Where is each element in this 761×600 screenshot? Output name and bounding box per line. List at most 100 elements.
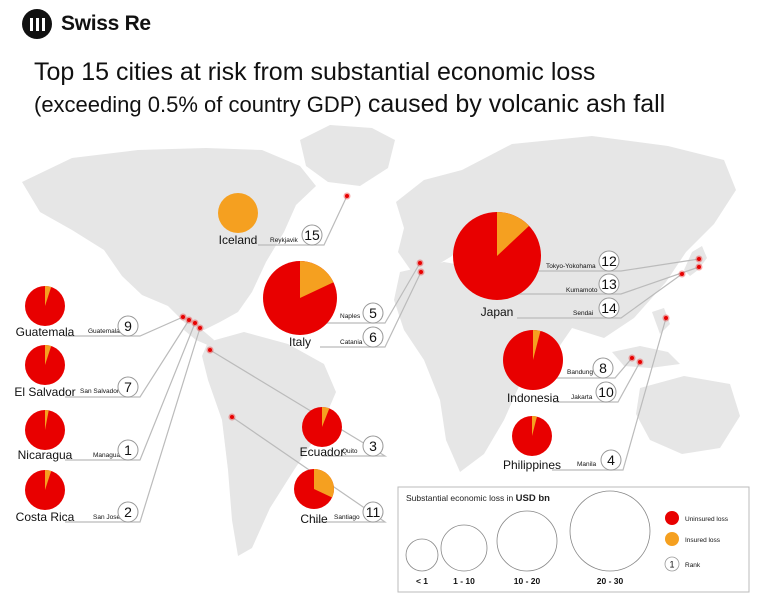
- jakarta-marker: [638, 360, 642, 364]
- jakarta-rank-badge: 10: [595, 381, 617, 403]
- chile-country-label: Chile: [300, 512, 328, 526]
- sendai-rank-badge-text: 14: [601, 300, 617, 316]
- legend-size-scale: < 1 1 - 10 10 - 20 20 - 30: [405, 490, 651, 586]
- jakarta-rank-badge-text: 10: [598, 384, 614, 400]
- naples-rank-badge-text: 5: [369, 305, 377, 321]
- san-jose-marker: [198, 326, 202, 330]
- kumamoto-rank-badge-text: 13: [601, 276, 617, 292]
- ecuador-pie: [302, 407, 342, 447]
- legend-size-label-3: 10 - 20: [514, 576, 541, 586]
- legend-insured-loss-swatch: [665, 532, 679, 546]
- kumamoto-rank-badge: 13: [598, 273, 620, 295]
- san-salvador-rank-badge-text: 7: [124, 379, 132, 395]
- catania-marker: [419, 270, 423, 274]
- legend-title: Substantial economic loss in USD bn: [406, 493, 550, 504]
- page-title: Top 15 cities at risk from substantial e…: [34, 58, 596, 86]
- philippines-insured-slice: [532, 416, 537, 436]
- tokyo-yokohama-leader-line: [517, 258, 700, 272]
- kumamoto-marker: [697, 265, 701, 269]
- santiago-city-label: Santiago: [334, 514, 360, 521]
- catania-leader-line: [320, 271, 422, 348]
- greenland-shape: [300, 125, 395, 186]
- indonesia-insured-slice: [533, 330, 541, 360]
- san-jose-leader-line: [65, 327, 201, 523]
- guatemala-city-label: Guatemala: [88, 328, 120, 335]
- header: Swiss Re Top 15 cities at risk from subs…: [0, 0, 761, 130]
- iceland-insured-slice: [218, 193, 258, 233]
- reykjavik-city-label: Reykjavik: [270, 237, 299, 244]
- guatemala-insured-slice: [45, 286, 52, 306]
- iceland-country-label: Iceland: [219, 233, 258, 247]
- manila-rank-badge-text: 4: [607, 452, 615, 468]
- reykjavik-marker: [345, 194, 349, 198]
- africa-shape: [394, 262, 540, 472]
- tokyo-yokohama-marker: [697, 257, 701, 261]
- kumamoto-leader-line: [517, 266, 700, 295]
- legend-items: Uninsured loss Insured loss 1 Rank: [664, 511, 729, 572]
- nicaragua-pie: [25, 410, 65, 450]
- labels: Iceland Reykjavik 15 Italy Naples 5 Catania 6 Ja…: [14, 224, 622, 526]
- world-map-land: [22, 125, 740, 556]
- legend: Substantial economic loss in USD bn < 1 1…: [397, 486, 750, 593]
- guatemala-pie: [25, 286, 65, 326]
- indonesia-country-label: Indonesia: [507, 391, 559, 405]
- quito-city-label: Quito: [342, 448, 358, 455]
- reykjavik-leader-line: [258, 195, 348, 246]
- legend-size-circle-4: [569, 490, 651, 572]
- reykjavik-rank-badge-text: 15: [304, 227, 320, 243]
- page-subtitle: (exceeding 0.5% of country GDP) caused b…: [34, 90, 665, 119]
- naples-marker: [418, 261, 422, 265]
- managua-city-label: Managua: [93, 452, 120, 459]
- bandung-city-label: Bandung: [567, 369, 593, 376]
- legend-unit: USD bn: [516, 493, 551, 504]
- philippines-pie: [512, 416, 552, 456]
- jakarta-leader-line: [553, 361, 641, 403]
- catania-rank-badge-text: 6: [369, 329, 377, 345]
- bandung-leader-line: [553, 357, 633, 379]
- chile-insured-slice: [314, 469, 334, 498]
- naples-rank-badge: 5: [362, 302, 384, 324]
- san-salvador-leader-line: [65, 319, 190, 398]
- quito-rank-badge-text: 3: [369, 438, 377, 454]
- san-jose-rank-badge: 2: [117, 501, 139, 523]
- legend-size-label-1: < 1: [416, 576, 428, 586]
- north-america-shape: [22, 148, 316, 330]
- philippines-country-label: Philippines: [503, 458, 561, 472]
- ecuador-insured-slice: [322, 407, 330, 427]
- swiss-re-logo: Swiss Re: [22, 8, 151, 40]
- jakarta-city-label: Jakarta: [571, 394, 593, 401]
- guatemala-rank-badge-text: 9: [124, 318, 132, 334]
- nicaragua-insured-slice: [45, 410, 49, 430]
- philippines-shape: [652, 308, 670, 334]
- kumamoto-city-label: Kumamoto: [566, 287, 598, 294]
- el-salvador-pie: [25, 345, 65, 385]
- southeast-asia-islands-shape: [612, 346, 680, 368]
- costa-rica-country-label: Costa Rica: [16, 510, 75, 524]
- italy-insured-slice: [300, 261, 334, 298]
- sendai-marker: [680, 272, 684, 276]
- sendai-city-label: Sendai: [573, 310, 593, 317]
- reykjavik-rank-badge: 15: [301, 224, 323, 246]
- managua-leader-line: [65, 322, 196, 461]
- quito-leader-line: [209, 349, 388, 457]
- manila-marker: [664, 316, 668, 320]
- costa-rica-pie: [25, 470, 65, 510]
- tokyo-yokohama-rank-badge: 12: [598, 250, 620, 272]
- managua-marker: [193, 321, 197, 325]
- japan-insured-slice: [497, 212, 530, 256]
- san-salvador-marker: [187, 318, 191, 322]
- legend-rank-label: Rank: [685, 562, 701, 569]
- santiago-rank-badge-text: 11: [366, 504, 381, 520]
- subtitle-part-1: (exceeding 0.5% of country GDP): [34, 92, 362, 117]
- japan-country-label: Japan: [481, 305, 514, 319]
- managua-rank-badge: 1: [117, 439, 139, 461]
- japan-pie: [453, 212, 541, 300]
- bandung-marker: [630, 356, 634, 360]
- italy-pie: [263, 261, 337, 335]
- legend-size-circle-1: [405, 538, 439, 572]
- tokyo-yokohama-city-label: Tokyo-Yokohama: [546, 263, 596, 270]
- manila-rank-badge: 4: [600, 449, 622, 471]
- santiago-leader-line: [231, 416, 387, 523]
- guatemala-marker: [181, 315, 185, 319]
- sendai-leader-line: [517, 273, 683, 319]
